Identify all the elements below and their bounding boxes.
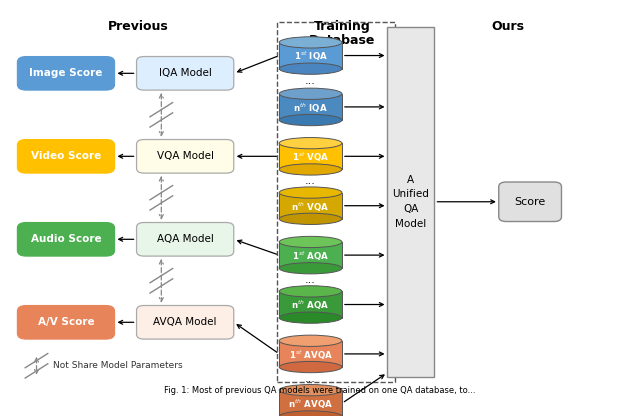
FancyBboxPatch shape [136, 139, 234, 173]
Ellipse shape [279, 37, 342, 48]
Ellipse shape [279, 63, 342, 74]
Text: Fig. 1: Most of previous QA models were trained on one QA database, to...: Fig. 1: Most of previous QA models were … [164, 386, 476, 395]
Text: A/V Score: A/V Score [38, 317, 94, 327]
Text: n$^{th}$ AQA: n$^{th}$ AQA [291, 299, 330, 312]
Bar [277, 22, 396, 381]
Text: AQA Model: AQA Model [157, 234, 214, 244]
FancyBboxPatch shape [17, 139, 115, 173]
Polygon shape [279, 341, 342, 367]
FancyBboxPatch shape [136, 305, 234, 339]
Ellipse shape [279, 164, 342, 175]
Text: VQA Model: VQA Model [157, 151, 214, 161]
Text: n$^{th}$ VQA: n$^{th}$ VQA [291, 200, 330, 213]
Polygon shape [279, 143, 342, 169]
FancyBboxPatch shape [499, 182, 561, 221]
Ellipse shape [279, 335, 342, 347]
Text: 1$^{st}$ AQA: 1$^{st}$ AQA [292, 250, 330, 263]
Ellipse shape [279, 312, 342, 323]
Polygon shape [279, 42, 342, 69]
Text: ...: ... [305, 76, 316, 86]
Text: AVQA Model: AVQA Model [154, 317, 217, 327]
Ellipse shape [279, 236, 342, 248]
Ellipse shape [279, 384, 342, 396]
Text: n$^{th}$ AVQA: n$^{th}$ AVQA [288, 398, 333, 411]
Text: ...: ... [305, 275, 316, 285]
Text: A
Unified
QA
Model: A Unified QA Model [392, 175, 429, 229]
Text: Video Score: Video Score [31, 151, 101, 161]
Text: Not Share Model Parameters: Not Share Model Parameters [54, 361, 183, 370]
Text: Score: Score [515, 197, 546, 207]
Text: n$^{th}$ IQA: n$^{th}$ IQA [293, 102, 328, 115]
Text: Training
Database: Training Database [308, 20, 375, 47]
Text: Image Score: Image Score [29, 68, 102, 78]
Text: ...: ... [305, 176, 316, 186]
Text: 1$^{st}$ VQA: 1$^{st}$ VQA [292, 151, 330, 164]
FancyBboxPatch shape [136, 57, 234, 90]
FancyBboxPatch shape [17, 57, 115, 90]
Polygon shape [279, 390, 342, 416]
Ellipse shape [279, 88, 342, 99]
FancyBboxPatch shape [17, 223, 115, 256]
Text: IQA Model: IQA Model [159, 68, 212, 78]
Text: Ours: Ours [492, 20, 525, 33]
Ellipse shape [279, 213, 342, 225]
Text: ...: ... [305, 374, 316, 384]
Ellipse shape [279, 187, 342, 198]
FancyBboxPatch shape [17, 305, 115, 339]
Text: Audio Score: Audio Score [31, 234, 101, 244]
Text: Previous: Previous [108, 20, 168, 33]
Ellipse shape [279, 362, 342, 373]
Ellipse shape [279, 138, 342, 149]
FancyBboxPatch shape [136, 223, 234, 256]
Ellipse shape [279, 114, 342, 126]
Polygon shape [279, 94, 342, 120]
Bar [387, 27, 435, 376]
Text: 1$^{st}$ IQA: 1$^{st}$ IQA [294, 50, 328, 63]
Ellipse shape [279, 262, 342, 274]
Ellipse shape [279, 411, 342, 416]
Polygon shape [279, 291, 342, 318]
Polygon shape [279, 193, 342, 219]
Text: 1$^{st}$ AVQA: 1$^{st}$ AVQA [289, 348, 333, 362]
Ellipse shape [279, 286, 342, 297]
Polygon shape [279, 242, 342, 268]
